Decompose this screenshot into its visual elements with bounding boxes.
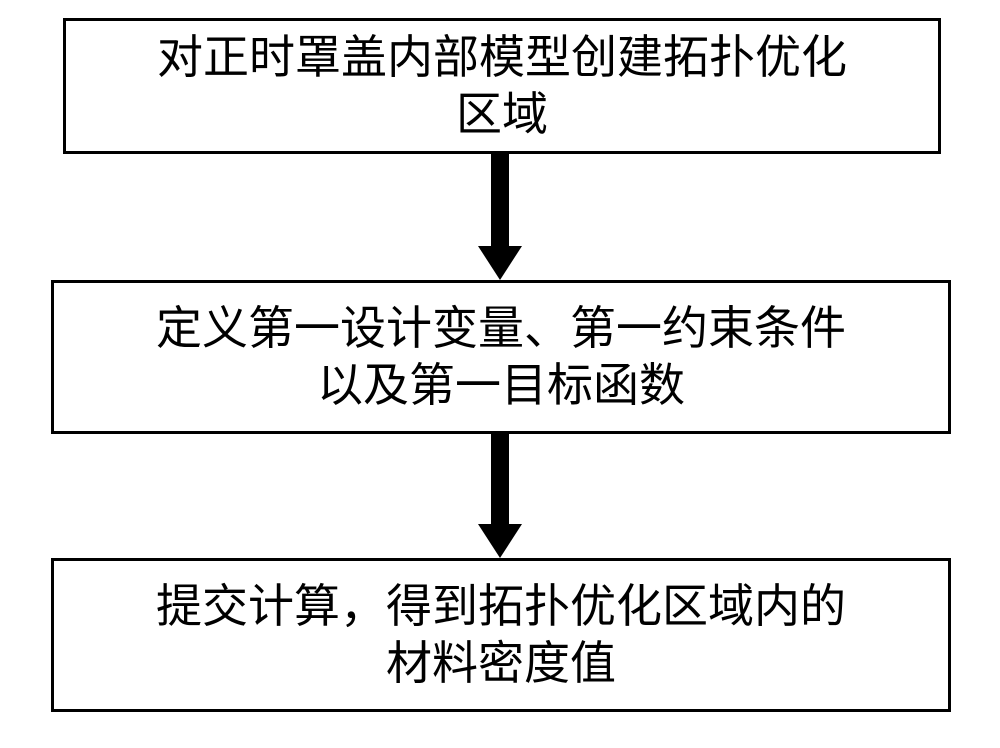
arrow-shaft	[491, 154, 509, 246]
flow-node-3: 提交计算，得到拓扑优化区域内的 材料密度值	[51, 558, 951, 712]
flowchart-canvas: 对正时罩盖内部模型创建拓扑优化 区域 定义第一设计变量、第一约束条件 以及第一目…	[0, 0, 1000, 748]
flow-node-2: 定义第一设计变量、第一约束条件 以及第一目标函数	[51, 280, 951, 434]
flow-node-1: 对正时罩盖内部模型创建拓扑优化 区域	[63, 18, 941, 154]
arrow-shaft	[491, 434, 509, 524]
flow-arrow-1	[478, 154, 522, 280]
flow-node-1-text: 对正时罩盖内部模型创建拓扑优化 区域	[157, 29, 847, 144]
arrow-head-icon	[478, 246, 522, 280]
arrow-head-icon	[478, 524, 522, 558]
flow-node-3-text: 提交计算，得到拓扑优化区域内的 材料密度值	[156, 578, 846, 693]
flow-node-2-text: 定义第一设计变量、第一约束条件 以及第一目标函数	[156, 300, 846, 415]
flow-arrow-2	[478, 434, 522, 558]
